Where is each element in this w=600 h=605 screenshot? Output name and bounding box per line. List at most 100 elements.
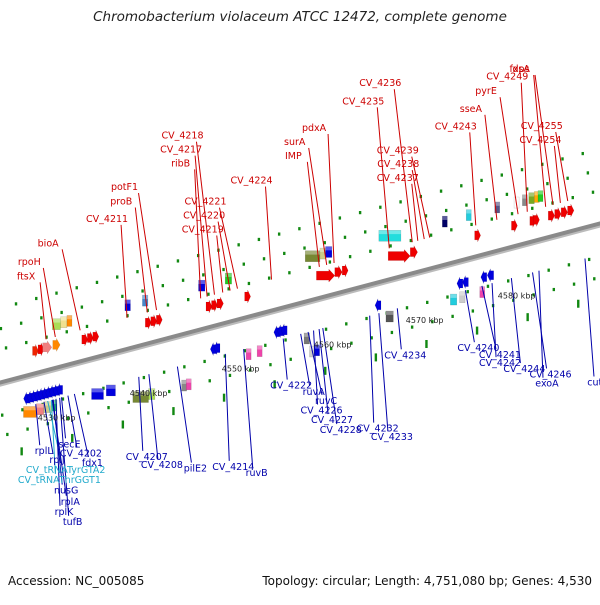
reverse-feature-block-highlight — [181, 380, 187, 384]
reverse-feature-block-highlight — [51, 400, 57, 404]
reverse-label-leader — [176, 366, 192, 463]
forward-label-leader — [411, 169, 425, 240]
tick-mark — [242, 262, 245, 266]
tick-mark — [426, 300, 429, 305]
forward-gene-arrow — [205, 299, 213, 314]
gene-labels-layer: ftsX rpoH bioA CV_4211 proB potF1 ribB CV_4217 C… — [17, 64, 600, 528]
forward-feature-block — [465, 209, 472, 221]
reverse-label-leader — [148, 374, 159, 460]
tick-mark — [323, 241, 326, 245]
forward-gene-label: CV_4218 — [161, 131, 203, 142]
reverse-gene-label: ruvA — [303, 387, 326, 398]
forward-gene-arrow — [474, 228, 481, 243]
forward-feature-block — [378, 230, 402, 242]
reverse-gene-label: CV_4244 — [503, 364, 545, 375]
major-tick-mark — [425, 339, 428, 348]
forward-gene-label: ribB — [171, 158, 190, 169]
tick-mark — [532, 293, 535, 297]
tick-mark — [439, 189, 443, 193]
forward-feature-block-highlight — [537, 190, 543, 195]
forward-gene-arrow — [334, 264, 343, 280]
reverse-gene-label: secE — [58, 439, 80, 450]
genome-backbone — [0, 221, 600, 385]
reverse-feature-block — [185, 378, 192, 391]
reverse-gene-arrow — [462, 275, 469, 289]
tick-mark — [399, 200, 402, 204]
tick-mark — [348, 255, 352, 259]
tick-mark — [227, 287, 230, 291]
reverse-label-leader — [538, 270, 544, 378]
tick-mark — [507, 279, 510, 283]
reverse-gene-label: rplL — [35, 446, 54, 457]
tick-mark — [277, 232, 281, 236]
reverse-gene-arrow — [26, 391, 34, 405]
reverse-feature-block-highlight — [132, 391, 149, 396]
tick-mark — [127, 400, 130, 404]
tick-mark — [587, 257, 591, 262]
tick-mark — [186, 297, 190, 302]
tick-mark — [162, 370, 166, 374]
tick-mark — [176, 259, 180, 263]
reverse-label-leader — [369, 315, 375, 423]
forward-gene-arrow — [211, 298, 218, 312]
forward-feature-block — [198, 279, 206, 292]
reverse-gene-label: CV_4208 — [141, 460, 183, 471]
genome-backbone-layer — [0, 221, 600, 387]
forward-label-leader — [411, 156, 431, 238]
forward-label-leader — [217, 221, 231, 291]
reverse-label-leader — [584, 258, 595, 377]
tick-mark — [181, 278, 185, 282]
map-title: Chromobacterium violaceum ATCC 12472, co… — [93, 9, 507, 25]
tick-mark — [183, 365, 186, 369]
reverse-gene-label: ruvB — [246, 468, 268, 479]
reverse-gene-arrow — [273, 325, 281, 339]
feature-blocks-layer — [23, 190, 544, 418]
forward-label-leader — [499, 97, 519, 215]
tick-mark — [431, 320, 434, 324]
tick-mark — [100, 300, 104, 304]
tick-mark — [60, 310, 63, 315]
reverse-label-leader — [50, 399, 56, 475]
tick-mark — [369, 249, 372, 253]
reverse-feature-block-highlight — [304, 332, 310, 337]
forward-label-leader — [194, 169, 202, 299]
tick-mark — [14, 302, 18, 306]
forward-gene-label: CV_4221 — [184, 197, 226, 208]
reverse-gene-label: rplK — [55, 507, 75, 518]
reverse-gene-arrow — [480, 270, 488, 284]
tick-mark — [567, 263, 571, 267]
tick-mark — [66, 416, 70, 420]
reverse-gene-label: CV_4234 — [384, 350, 426, 361]
reverse-label-leader — [35, 404, 41, 446]
forward-feature-block — [522, 194, 528, 207]
reverse-feature-block-highlight — [257, 345, 263, 350]
tick-mark — [531, 206, 534, 210]
reverse-gene-arrow — [374, 298, 382, 312]
reverse-gene-label: rplJ — [49, 455, 64, 466]
forward-gene-label: pdxA — [302, 123, 327, 134]
forward-feature-block-highlight — [534, 191, 540, 196]
reverse-gene-label: CV_4242 — [479, 358, 521, 369]
tick-mark — [365, 316, 368, 321]
reverse-gene-label: CV_4226 — [301, 405, 343, 416]
tick-mark — [0, 326, 3, 331]
forward-gene-arrow — [341, 263, 349, 278]
reverse-feature-block-highlight — [36, 403, 44, 408]
reverse-label-leader — [224, 353, 230, 461]
forward-label-leader — [533, 74, 547, 207]
forward-feature-block-highlight — [466, 209, 472, 214]
reverse-gene-label: nusG — [54, 486, 78, 497]
forward-gene-label: surA — [284, 137, 306, 148]
forward-gene-label: CV_4249 — [486, 72, 528, 83]
forward-gene-label: IMP — [285, 151, 302, 162]
label-leader-lines-layer — [35, 74, 595, 516]
tick-mark — [490, 217, 493, 221]
tick-mark — [444, 208, 448, 213]
tick-mark — [222, 267, 225, 272]
tick-mark — [410, 325, 414, 329]
tick-mark — [460, 184, 463, 188]
tick-mark — [384, 224, 387, 229]
tick-mark — [318, 221, 321, 225]
tick-mark — [262, 257, 266, 261]
reverse-gene-arrow — [41, 387, 49, 401]
